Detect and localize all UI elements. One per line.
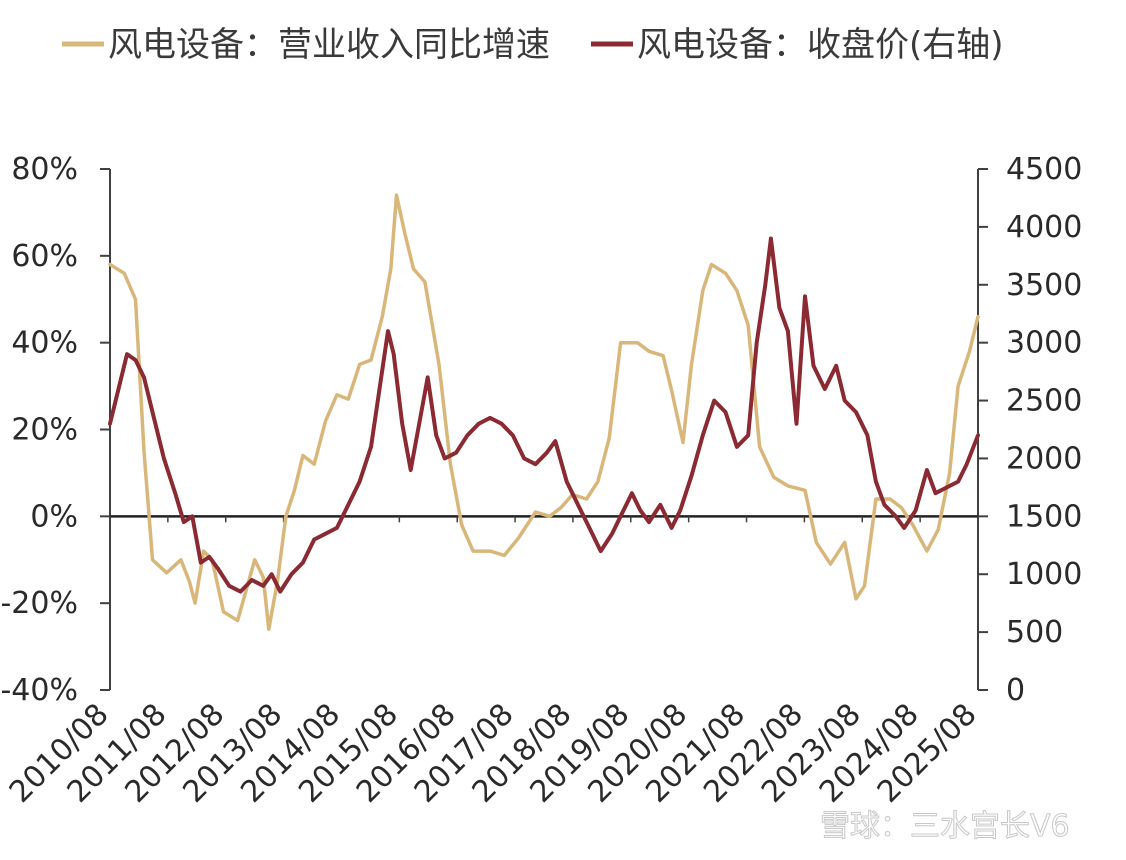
right-tick-label: 500: [1006, 615, 1063, 650]
left-tick-label: 0%: [30, 499, 78, 534]
axes: [100, 168, 988, 691]
legend: 风电设备：营业收入同比增速 风电设备：收盘价(右轴): [62, 25, 1004, 65]
tick-labels: 80% 60% 40% 20% 0% -20% -40% 4500 4000 3500 3000 25…: [0, 152, 1082, 810]
left-tick-label: -40%: [0, 673, 78, 708]
left-tick-label: 60%: [11, 239, 78, 274]
right-tick-label: 4500: [1006, 152, 1082, 187]
legend-label-close-price: 风电设备：收盘价(右轴): [637, 25, 1004, 65]
right-tick-label: 4000: [1006, 210, 1082, 245]
left-tick-label: 80%: [11, 152, 78, 187]
series-line-close-price: [108, 236, 980, 594]
legend-label-revenue-growth: 风电设备：营业收入同比增速: [108, 25, 550, 65]
left-tick-label: 20%: [11, 413, 78, 448]
left-tick-label: -20%: [0, 586, 78, 621]
right-tick-label: 0: [1006, 673, 1025, 708]
series-lines: [108, 193, 980, 631]
right-tick-label: 1000: [1006, 557, 1082, 592]
right-tick-label: 1500: [1006, 499, 1082, 534]
watermark-text: 雪球：三水宫长V6: [820, 809, 1070, 844]
right-tick-label: 2500: [1006, 384, 1082, 419]
right-tick-label: 3000: [1006, 326, 1082, 361]
right-tick-label: 3500: [1006, 268, 1082, 303]
left-tick-label: 40%: [11, 326, 78, 361]
right-tick-label: 2000: [1006, 441, 1082, 476]
series-line-revenue-growth: [108, 193, 980, 631]
